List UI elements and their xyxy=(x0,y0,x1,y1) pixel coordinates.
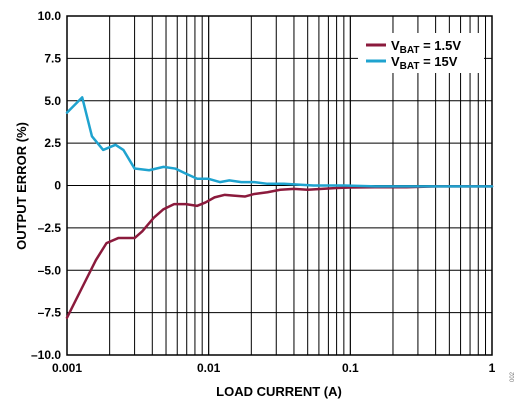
y-tick-labels: 10.0 7.5 5.0 2.5 0 –2.5 –5.0 –7.5 –10.0 xyxy=(31,9,61,362)
x-tick-label: 0.01 xyxy=(197,361,221,375)
side-label: 002 xyxy=(510,371,516,382)
y-tick-label: 2.5 xyxy=(44,136,61,150)
legend-label-vbat-15v: VBAT = 15V xyxy=(391,54,458,72)
y-tick-label: 5.0 xyxy=(44,94,61,108)
y-tick-label: 7.5 xyxy=(44,51,61,65)
y-tick-label: –5.0 xyxy=(38,263,62,277)
legend-background xyxy=(358,33,484,73)
y-tick-label: –10.0 xyxy=(31,348,61,362)
series-layer xyxy=(65,96,494,319)
series-line-0 xyxy=(65,185,494,319)
legend-label-vbat-1-5v: VBAT = 1.5V xyxy=(391,38,461,56)
x-tick-label: 1 xyxy=(489,361,496,375)
y-tick-label: 10.0 xyxy=(38,9,62,23)
y-tick-label: –2.5 xyxy=(38,221,62,235)
x-axis-title: LOAD CURRENT (A) xyxy=(216,384,342,399)
y-axis-title: OUTPUT ERROR (%) xyxy=(14,122,29,250)
legend: VBAT = 1.5V VBAT = 15V xyxy=(358,33,484,73)
x-tick-label: 0.1 xyxy=(342,361,359,375)
x-tick-labels: 0.001 0.01 0.1 1 xyxy=(52,361,496,375)
y-tick-label: –7.5 xyxy=(38,306,62,320)
y-tick-label: 0 xyxy=(54,179,61,193)
series-line-1 xyxy=(65,96,494,188)
x-tick-label: 0.001 xyxy=(52,361,82,375)
